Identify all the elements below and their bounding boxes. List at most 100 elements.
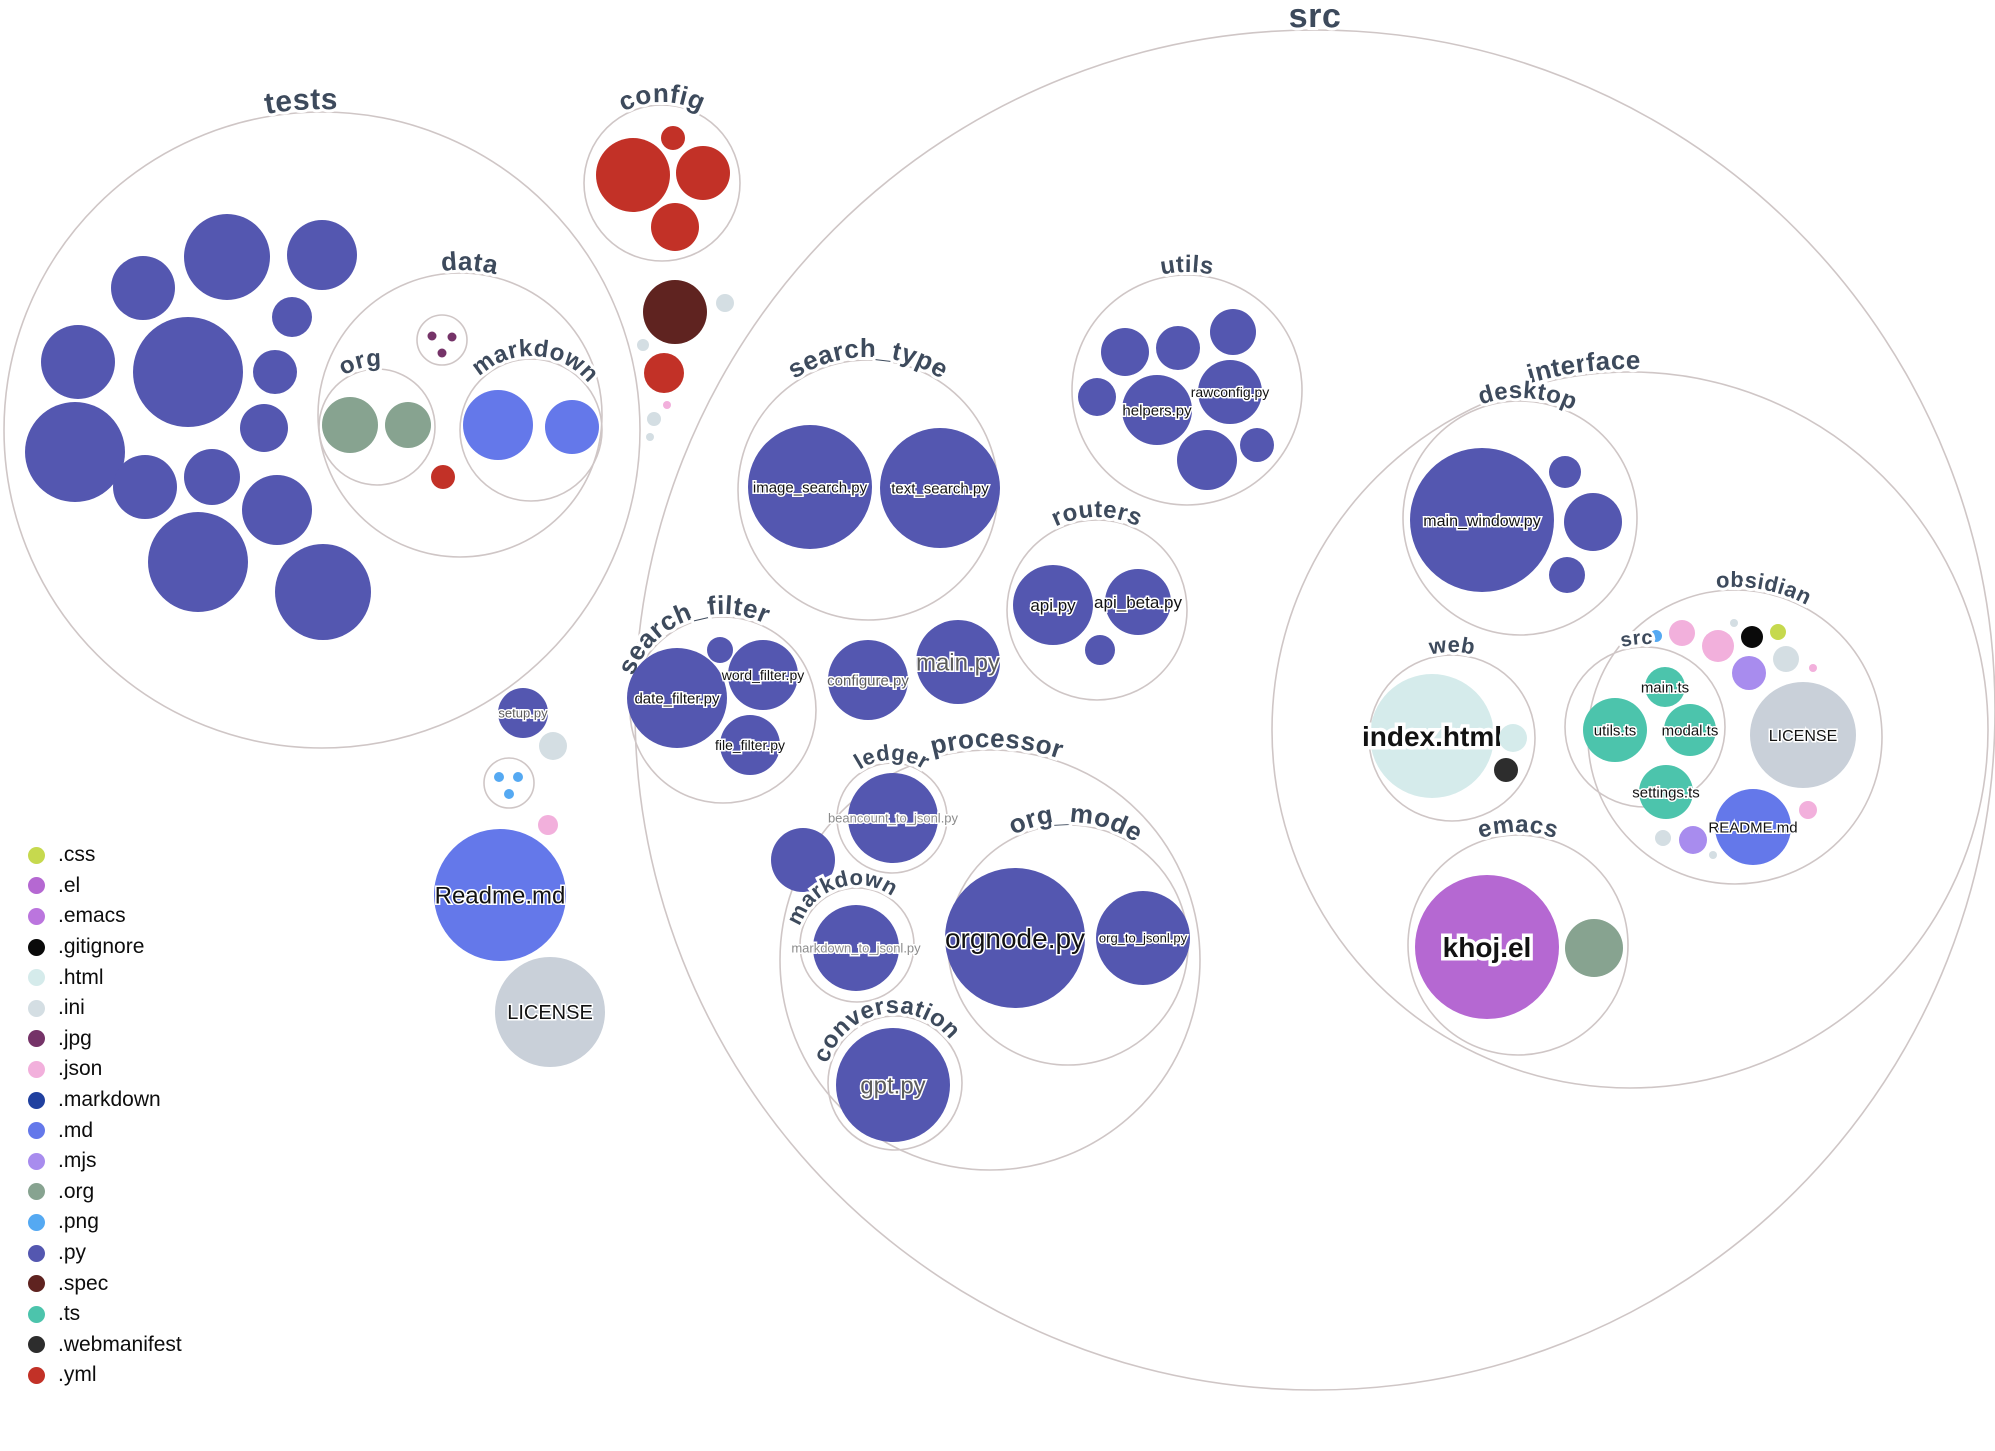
file-py-test-8[interactable] bbox=[240, 404, 288, 452]
file-css[interactable] bbox=[1770, 624, 1786, 640]
file-yml-config-3[interactable] bbox=[676, 146, 730, 200]
dir-ledger[interactable] bbox=[836, 762, 948, 874]
file-py-test-7[interactable] bbox=[253, 350, 297, 394]
file-ini-1[interactable] bbox=[716, 294, 734, 312]
file-settings-ts[interactable] bbox=[1639, 765, 1693, 819]
file-text-search-py[interactable] bbox=[880, 428, 1000, 548]
file-py-test-13[interactable] bbox=[148, 512, 248, 612]
file-py-desktop-2[interactable] bbox=[1564, 493, 1622, 551]
file-jpg-1[interactable] bbox=[427, 331, 437, 341]
file-yml-config-2[interactable] bbox=[661, 126, 685, 150]
file-yml-config-4[interactable] bbox=[651, 203, 699, 251]
file-json-obsidian-1[interactable] bbox=[1669, 620, 1695, 646]
file-py-filter-1[interactable] bbox=[707, 637, 733, 663]
file-json-root-2[interactable] bbox=[538, 815, 558, 835]
file-date-filter-py[interactable] bbox=[627, 648, 727, 748]
file-mjs-2[interactable] bbox=[1679, 826, 1707, 854]
file-py-test-11[interactable] bbox=[184, 449, 240, 505]
file-readme-md[interactable] bbox=[434, 829, 566, 961]
file-word-filter-py[interactable] bbox=[728, 640, 798, 710]
file-py-utils-5[interactable] bbox=[1177, 430, 1237, 490]
file-ini-5[interactable] bbox=[539, 732, 567, 760]
dir-conversation[interactable] bbox=[827, 1015, 963, 1151]
file-ini-obsidian-1[interactable] bbox=[1730, 619, 1738, 627]
file-setup-py[interactable] bbox=[498, 688, 548, 738]
file-helpers-py[interactable] bbox=[1122, 375, 1192, 445]
file-png-2[interactable] bbox=[513, 772, 523, 782]
file-py-utils-2[interactable] bbox=[1156, 326, 1200, 370]
dir-routers[interactable] bbox=[1006, 519, 1188, 701]
file-modal-ts[interactable] bbox=[1664, 704, 1716, 756]
dir-data[interactable] bbox=[317, 272, 603, 558]
dir-interface[interactable] bbox=[1271, 371, 1989, 1089]
file-py-test-3[interactable] bbox=[111, 256, 175, 320]
file-py-test-2[interactable] bbox=[287, 220, 357, 290]
dir-processor-markdown[interactable] bbox=[799, 887, 915, 1003]
file-md-2[interactable] bbox=[545, 400, 599, 454]
file-readme-obsidian[interactable] bbox=[1715, 789, 1791, 865]
dir-tests[interactable] bbox=[3, 111, 641, 749]
dir-desktop[interactable] bbox=[1402, 400, 1638, 636]
dir-processor[interactable] bbox=[779, 749, 1201, 1171]
dir-web[interactable] bbox=[1368, 654, 1536, 822]
file-index-html[interactable] bbox=[1370, 674, 1494, 798]
file-py-test-14[interactable] bbox=[275, 544, 371, 640]
file-ini-obsidian-3[interactable] bbox=[1655, 830, 1671, 846]
dir-data-markdown[interactable] bbox=[459, 358, 603, 502]
file-py-test-1[interactable] bbox=[184, 214, 270, 300]
file-png-3[interactable] bbox=[504, 789, 514, 799]
file-webmanifest[interactable] bbox=[1494, 758, 1518, 782]
file-py-test-10[interactable] bbox=[113, 455, 177, 519]
file-khoj-el[interactable] bbox=[1415, 875, 1559, 1019]
file-html-1[interactable] bbox=[1499, 724, 1527, 752]
file-json-obsidian-3[interactable] bbox=[1809, 664, 1817, 672]
file-jpg-3[interactable] bbox=[437, 348, 447, 358]
dir-data-org[interactable] bbox=[318, 368, 436, 486]
file-license-obsidian[interactable] bbox=[1750, 682, 1856, 788]
dir-assets[interactable] bbox=[483, 757, 535, 809]
file-spec[interactable] bbox=[643, 280, 707, 344]
file-api-beta-py[interactable] bbox=[1105, 569, 1171, 635]
file-py-routers-1[interactable] bbox=[1085, 635, 1115, 665]
file-py-utils-1[interactable] bbox=[1101, 328, 1149, 376]
dir-config[interactable] bbox=[583, 104, 741, 262]
file-ini-3[interactable] bbox=[647, 412, 661, 426]
file-main-py[interactable] bbox=[916, 620, 1000, 704]
file-py-utils-6[interactable] bbox=[1240, 428, 1274, 462]
file-gpt-py[interactable] bbox=[836, 1028, 950, 1142]
file-json-root-1[interactable] bbox=[663, 401, 671, 409]
file-org-2[interactable] bbox=[385, 402, 431, 448]
file-json-obsidian-4[interactable] bbox=[1799, 801, 1817, 819]
file-org-to-jsonl-py[interactable] bbox=[1096, 891, 1190, 985]
file-png-obsidian[interactable] bbox=[1650, 630, 1662, 642]
file-orgnode-py[interactable] bbox=[945, 868, 1085, 1008]
file-markdown-to-jsonl-py[interactable] bbox=[813, 905, 899, 991]
file-py-utils-4[interactable] bbox=[1078, 378, 1116, 416]
dir-emacs[interactable] bbox=[1407, 834, 1629, 1056]
file-ini-obsidian-2[interactable] bbox=[1773, 646, 1799, 672]
file-file-filter-py[interactable] bbox=[720, 715, 780, 775]
file-main-ts[interactable] bbox=[1645, 667, 1685, 707]
dir-utils[interactable] bbox=[1071, 274, 1303, 506]
file-ini-4[interactable] bbox=[646, 433, 654, 441]
file-py-utils-3[interactable] bbox=[1210, 309, 1256, 355]
file-org-1[interactable] bbox=[322, 397, 378, 453]
file-yml-data[interactable] bbox=[431, 465, 455, 489]
file-ini-2[interactable] bbox=[637, 339, 649, 351]
file-mjs-1[interactable] bbox=[1732, 656, 1766, 690]
file-image-search-py[interactable] bbox=[748, 425, 872, 549]
file-py-test-5[interactable] bbox=[41, 325, 115, 399]
file-py-processor-1[interactable] bbox=[771, 828, 835, 892]
dir-data-images[interactable] bbox=[416, 314, 468, 366]
file-rawconfig-py[interactable] bbox=[1198, 360, 1262, 424]
file-py-desktop-3[interactable] bbox=[1549, 557, 1585, 593]
file-json-obsidian-2[interactable] bbox=[1702, 630, 1734, 662]
file-jpg-2[interactable] bbox=[447, 332, 457, 342]
file-py-desktop-1[interactable] bbox=[1549, 456, 1581, 488]
file-org-emacs[interactable] bbox=[1565, 919, 1623, 977]
file-license-root[interactable] bbox=[495, 957, 605, 1067]
file-png-1[interactable] bbox=[494, 772, 504, 782]
file-py-test-4[interactable] bbox=[272, 297, 312, 337]
file-py-test-6[interactable] bbox=[133, 317, 243, 427]
file-yml-config-1[interactable] bbox=[596, 138, 670, 212]
